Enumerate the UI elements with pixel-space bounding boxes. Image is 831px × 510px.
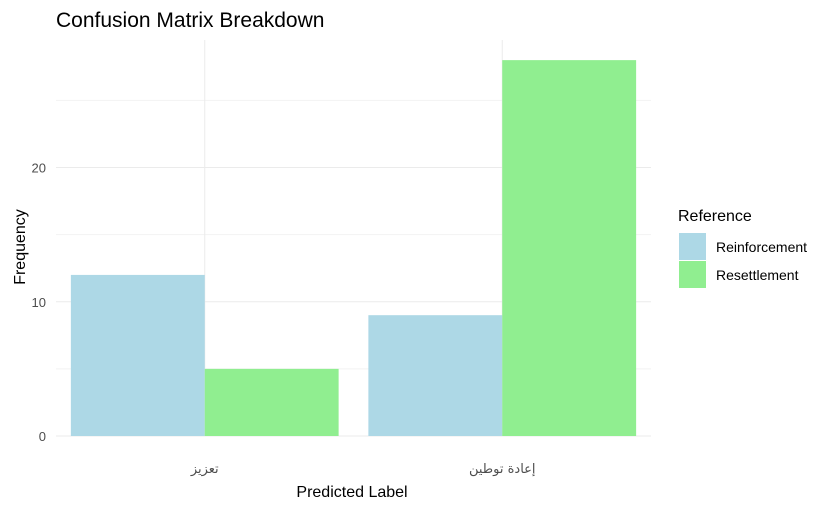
bar-resettlement-2 <box>502 60 637 437</box>
y-tick-label: 20 <box>32 161 46 176</box>
bar-resettlement-1 <box>204 368 339 436</box>
legend-key-resettlement <box>679 261 706 288</box>
x-axis-title: Predicted Label <box>296 484 407 501</box>
legend-title: Reference <box>678 208 752 225</box>
bars <box>70 60 637 437</box>
y-tick-label: 0 <box>39 429 46 444</box>
x-axis-ticks: تعزيز إعادة توطين <box>190 462 536 477</box>
bar-reinforcement-1 <box>70 274 205 436</box>
y-tick-label: 10 <box>32 295 46 310</box>
y-axis-ticks: 0 10 20 <box>32 161 46 444</box>
legend: Reference Reinforcement Resettlement <box>678 208 807 288</box>
bar-reinforcement-2 <box>368 315 503 436</box>
x-tick-label: تعزيز <box>190 462 219 477</box>
y-axis-title: Frequency <box>12 209 29 285</box>
legend-key-reinforcement <box>679 233 706 260</box>
chart-title: Confusion Matrix Breakdown <box>56 9 324 32</box>
legend-label-reinforcement: Reinforcement <box>716 239 807 255</box>
legend-label-resettlement: Resettlement <box>716 267 799 283</box>
x-tick-label: إعادة توطين <box>469 462 536 477</box>
